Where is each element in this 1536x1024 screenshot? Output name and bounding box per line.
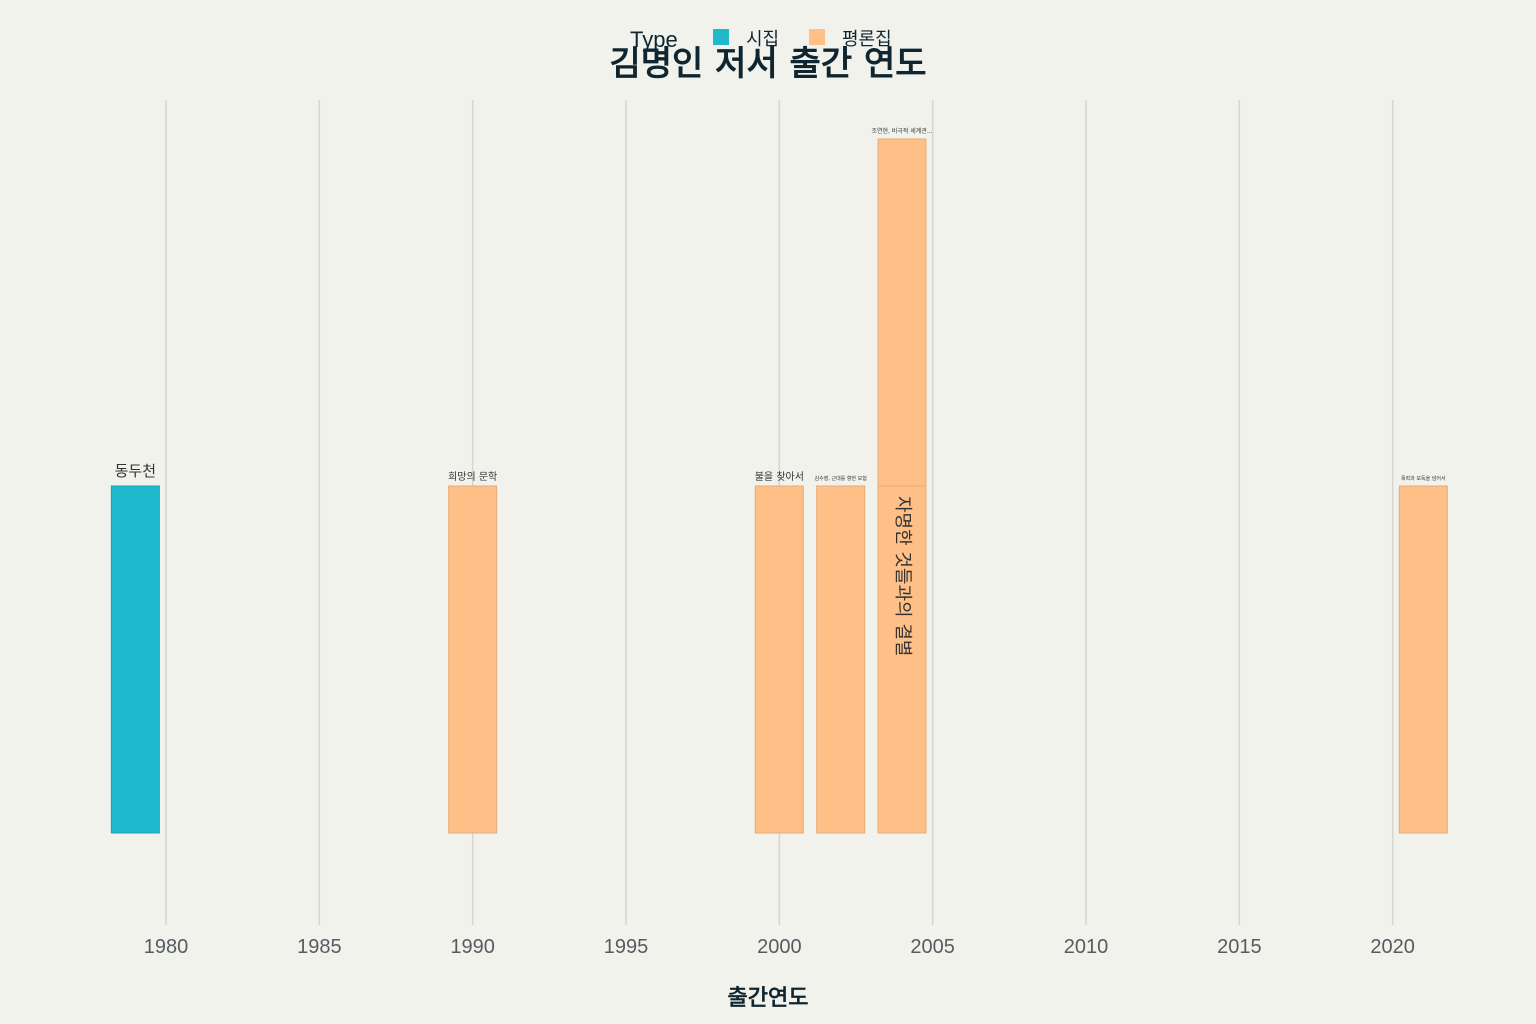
bars — [110, 138, 1448, 834]
bar-2004-1 — [877, 138, 927, 487]
legend: Type 시집 평론집 — [630, 27, 892, 52]
legend-swatch-poetry — [713, 29, 729, 45]
bar-label-2021-0: 폭력과 모독을 넘어서 — [1401, 475, 1446, 482]
x-tick-2010: 2010 — [1064, 936, 1109, 958]
x-tick-1985: 1985 — [297, 936, 342, 958]
bar-label-2004-1: 조연현, 비극적 세계관... — [871, 127, 932, 135]
legend-title: Type — [630, 27, 678, 52]
bar-2002-0 — [816, 485, 866, 834]
bar-1979-0 — [110, 485, 160, 834]
x-tick-2000: 2000 — [757, 936, 802, 958]
x-tick-1995: 1995 — [604, 936, 649, 958]
bar-label-2002-0: 김수영, 근대를 향한 모험 — [814, 475, 866, 482]
x-tick-1980: 1980 — [144, 936, 189, 958]
bar-2021-0 — [1398, 485, 1448, 834]
bar-2004-0 — [877, 485, 927, 834]
bar-label-1990-0: 희망의 문학 — [448, 471, 497, 483]
legend-label-criticism: 평론집 — [842, 29, 892, 50]
bar-label-2000-0: 불을 찾아서 — [755, 471, 804, 483]
bar-2000-0 — [754, 485, 804, 834]
bar-1990-0 — [448, 485, 498, 834]
x-tick-2005: 2005 — [910, 936, 955, 958]
x-tick-1990: 1990 — [450, 936, 495, 958]
legend-label-poetry: 시집 — [746, 29, 779, 50]
legend-swatch-criticism — [809, 29, 825, 45]
x-tick-2015: 2015 — [1217, 936, 1262, 958]
x-tick-2020: 2020 — [1370, 936, 1415, 958]
bar-label-2004-0: 자명한 것들과의 결별 — [892, 496, 913, 656]
x-axis-label: 출간연도 — [728, 986, 809, 1011]
chart-title: 김명인 저서 출간 연도 — [609, 44, 926, 84]
bar-label-1979-0: 동두천 — [115, 462, 156, 480]
x-tick-labels: 1980 1985 1990 1995 2000 2005 2010 2015 2020 — [144, 936, 1415, 958]
